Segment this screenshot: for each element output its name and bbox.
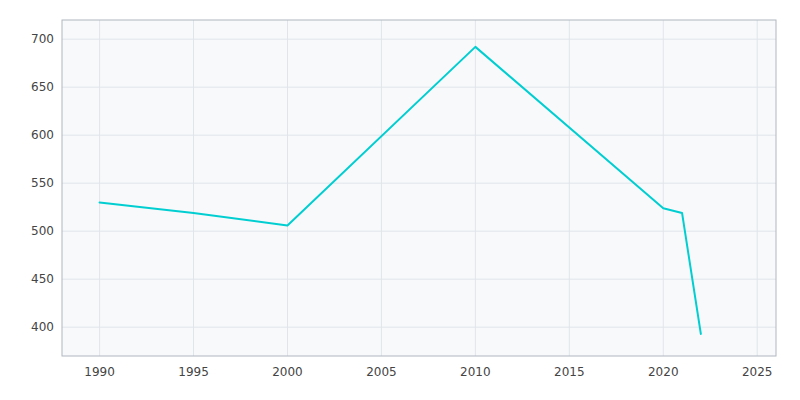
x-tick-label: 1990 bbox=[84, 365, 115, 379]
x-tick-label: 2000 bbox=[272, 365, 303, 379]
y-grid-line bbox=[62, 87, 776, 88]
y-grid-line bbox=[62, 183, 776, 184]
y-grid-line bbox=[62, 39, 776, 40]
x-tick-label: 2010 bbox=[460, 365, 491, 379]
x-tick-label: 2005 bbox=[366, 365, 397, 379]
x-tick-label: 2025 bbox=[742, 365, 773, 379]
plot-frame bbox=[62, 20, 776, 356]
chart-svg: 400 450 500 550 600 650 700 1990 1995 2000 2005 201… bbox=[0, 0, 800, 400]
x-grid-line bbox=[287, 20, 288, 356]
y-tick-label: 450 bbox=[31, 272, 54, 286]
page: {"chart_data": {"type": "line", "x": [19… bbox=[0, 0, 800, 400]
x-tick-label: 1995 bbox=[178, 365, 209, 379]
x-grid-line bbox=[569, 20, 570, 356]
data-layer bbox=[100, 47, 701, 334]
data-line bbox=[100, 47, 701, 334]
x-grid-line bbox=[757, 20, 758, 356]
x-grid-line bbox=[99, 20, 100, 356]
grid bbox=[62, 20, 776, 356]
x-tick-label: 2020 bbox=[648, 365, 679, 379]
y-tick-label: 550 bbox=[31, 176, 54, 190]
x-grid-line bbox=[193, 20, 194, 356]
y-tick-label: 700 bbox=[31, 32, 54, 46]
x-grid-line bbox=[381, 20, 382, 356]
y-grid-line bbox=[62, 279, 776, 280]
y-grid-line bbox=[62, 135, 776, 136]
x-grid-line bbox=[663, 20, 664, 356]
y-grid-line bbox=[62, 327, 776, 328]
plot-area bbox=[62, 20, 776, 356]
x-grid-line bbox=[475, 20, 476, 356]
axes: 400 450 500 550 600 650 700 1990 1995 2000 2005 201… bbox=[31, 20, 776, 379]
x-tick-label: 2015 bbox=[554, 365, 585, 379]
y-tick-label: 400 bbox=[31, 320, 54, 334]
y-grid-line bbox=[62, 231, 776, 232]
chart-container: 400 450 500 550 600 650 700 1990 1995 2000 2005 201… bbox=[0, 0, 800, 400]
y-tick-label: 600 bbox=[31, 128, 54, 142]
y-tick-label: 650 bbox=[31, 80, 54, 94]
y-tick-label: 500 bbox=[31, 224, 54, 238]
